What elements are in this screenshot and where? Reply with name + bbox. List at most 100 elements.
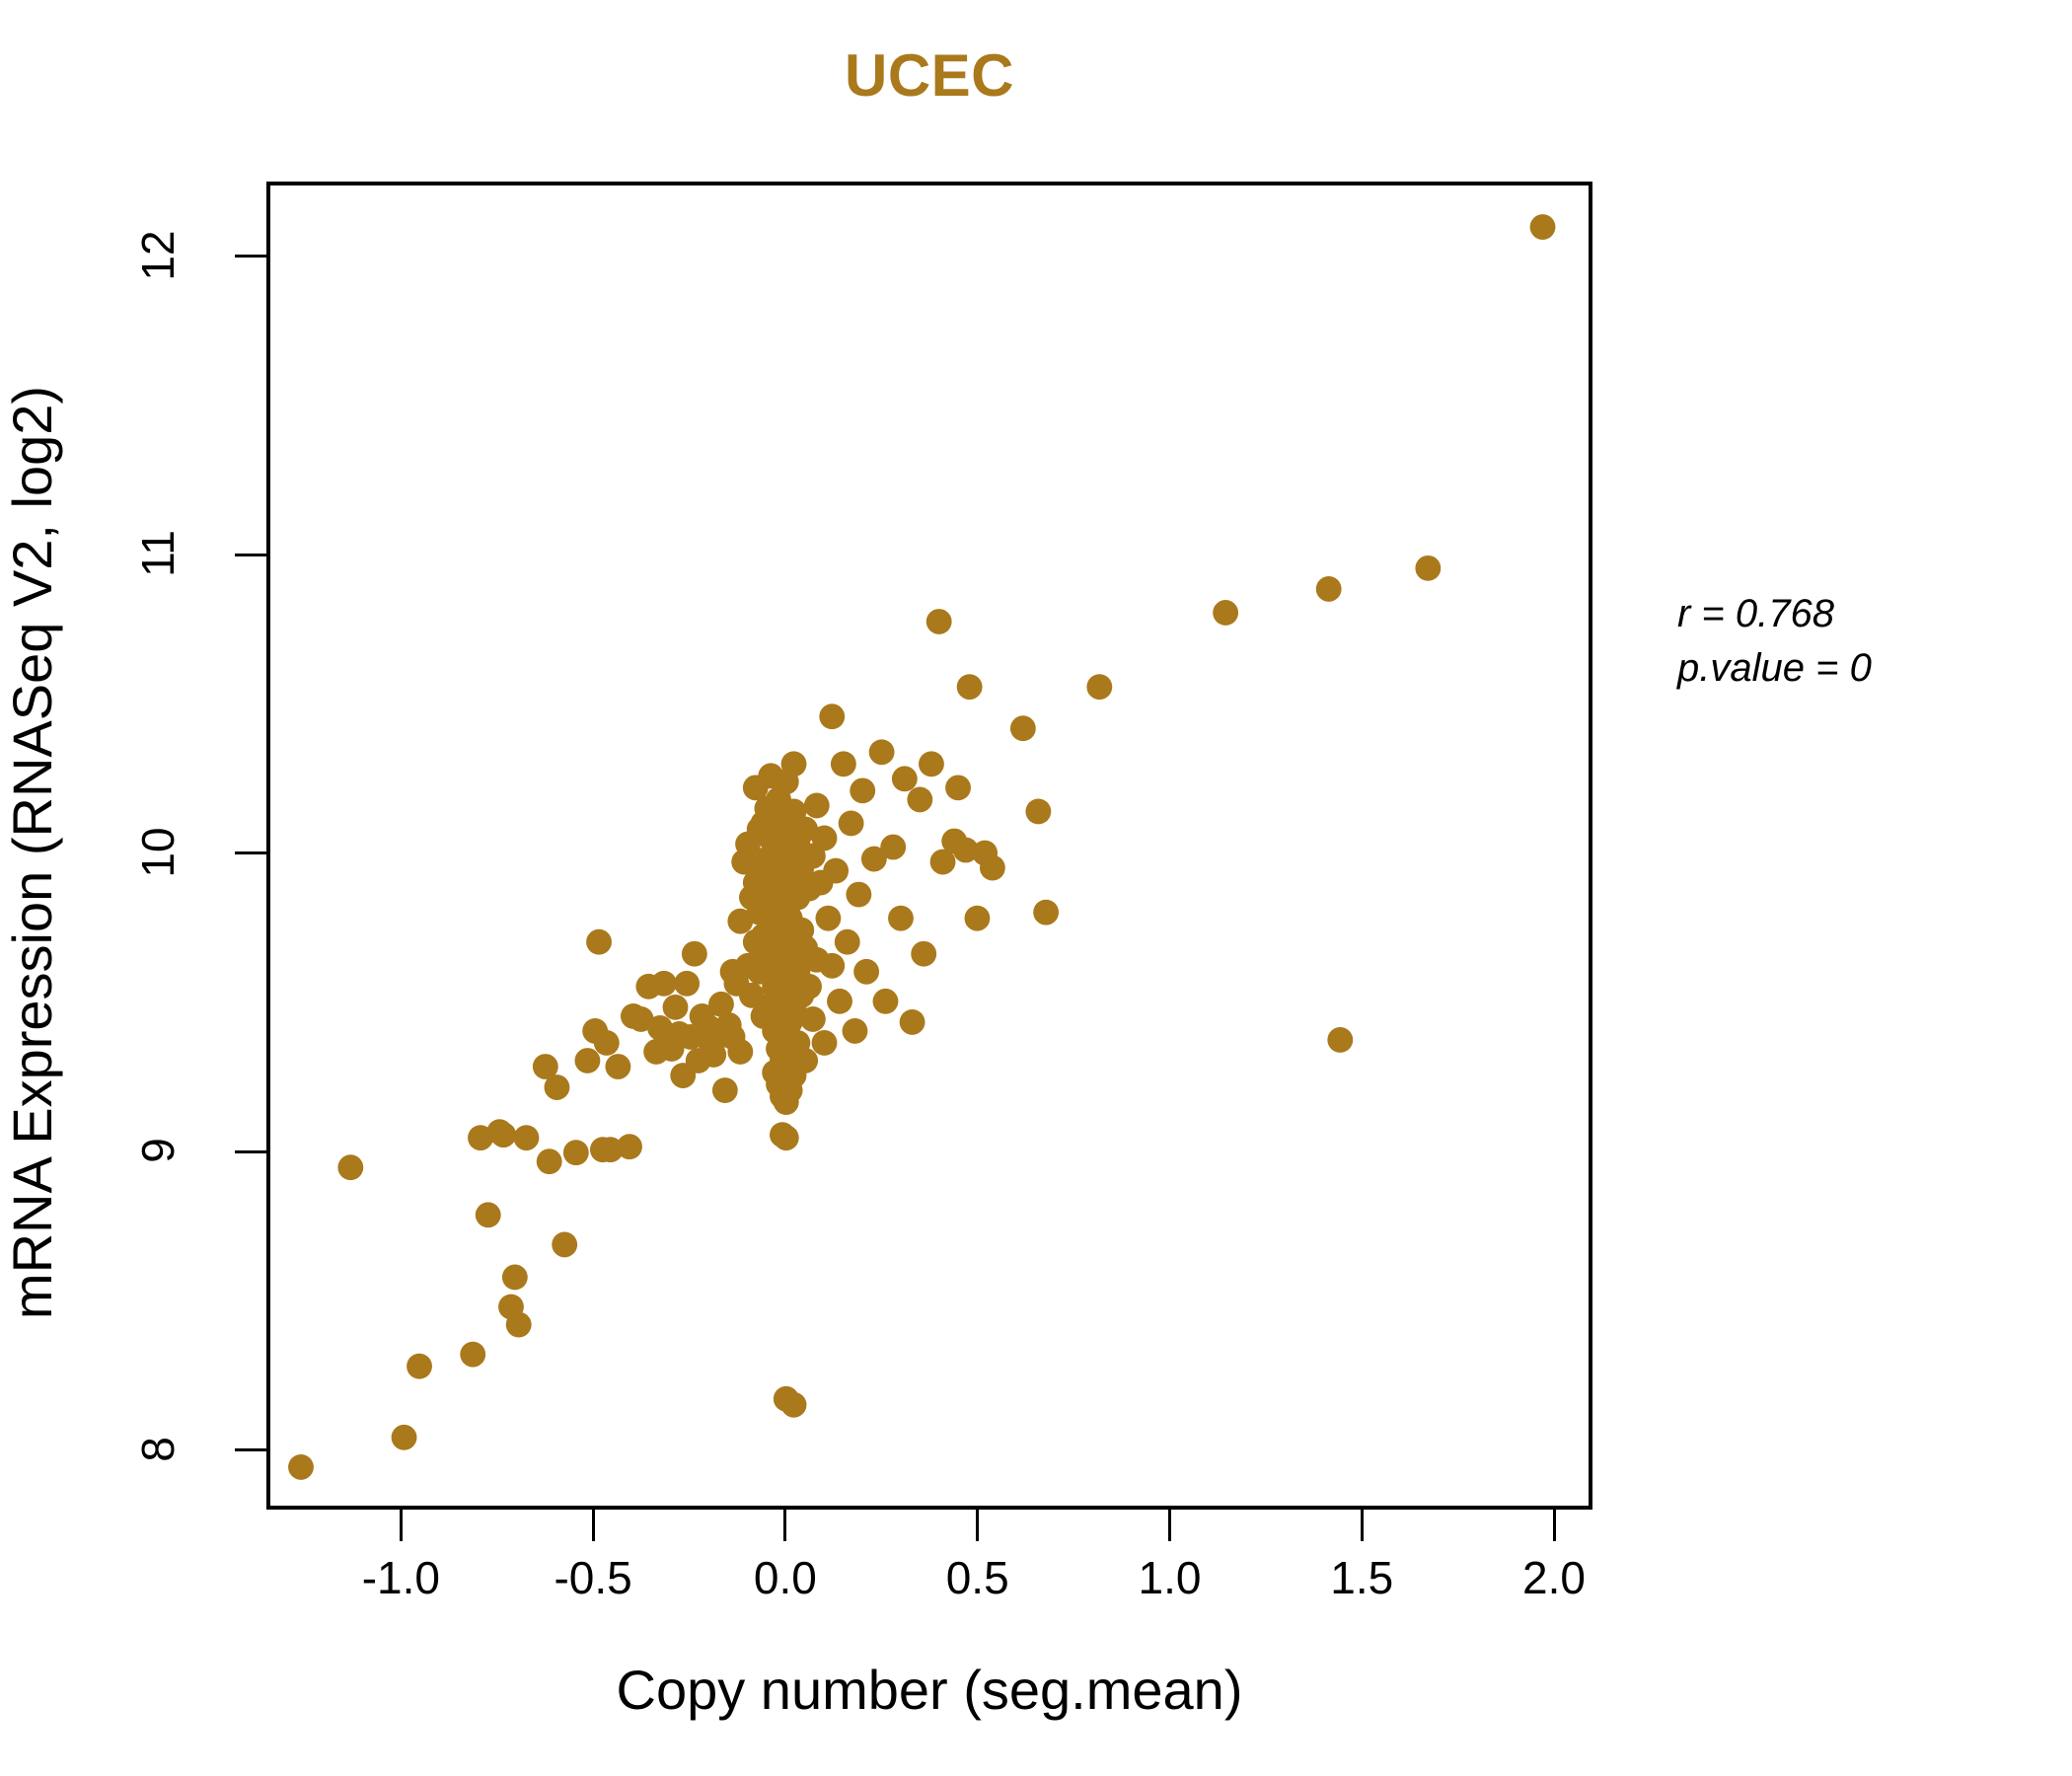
data-point xyxy=(823,857,850,884)
x-tick-mark xyxy=(399,1510,403,1541)
data-point xyxy=(662,994,689,1020)
data-point xyxy=(796,973,822,999)
data-point xyxy=(952,837,979,863)
y-tick-mark xyxy=(235,1149,266,1153)
correlation-annotation: r = 0.768 xyxy=(1677,592,1835,635)
data-point xyxy=(681,940,707,967)
data-point xyxy=(842,1017,868,1044)
y-tick-label: 10 xyxy=(132,826,184,878)
x-tick-label: 1.0 xyxy=(1138,1552,1202,1603)
x-tick-mark xyxy=(783,1510,787,1541)
data-point xyxy=(544,1074,570,1100)
data-point xyxy=(819,952,846,979)
data-point xyxy=(1009,715,1036,742)
data-point xyxy=(780,751,807,777)
data-point xyxy=(925,609,952,634)
x-tick-label: 2.0 xyxy=(1522,1552,1586,1603)
data-point xyxy=(834,928,860,955)
data-point xyxy=(574,1048,601,1073)
data-point xyxy=(562,1140,589,1166)
data-point xyxy=(674,970,701,997)
page-title: UCEC xyxy=(844,42,1014,109)
data-point xyxy=(945,775,971,801)
data-point xyxy=(1327,1027,1354,1053)
data-point xyxy=(819,703,846,730)
data-point xyxy=(1213,600,1239,626)
data-point xyxy=(391,1424,417,1450)
data-point xyxy=(460,1341,486,1368)
x-tick-mark xyxy=(976,1510,980,1541)
data-point xyxy=(727,1039,754,1065)
x-tick-mark xyxy=(1360,1510,1364,1541)
data-point xyxy=(792,816,819,843)
data-point xyxy=(593,1030,620,1056)
data-point xyxy=(919,751,944,777)
y-tick-label: 9 xyxy=(132,1138,184,1163)
y-tick-mark xyxy=(235,553,266,556)
x-tick-label: 1.5 xyxy=(1330,1552,1394,1603)
data-point xyxy=(536,1148,562,1175)
data-point xyxy=(792,1048,819,1073)
data-point xyxy=(628,1005,654,1032)
data-point xyxy=(407,1353,432,1379)
data-point xyxy=(617,1134,642,1160)
data-point xyxy=(860,846,887,872)
data-point xyxy=(899,1008,925,1035)
data-point xyxy=(811,825,838,851)
x-tick-label: -1.0 xyxy=(361,1552,440,1603)
data-point xyxy=(799,1005,826,1032)
pvalue-annotation: p.value = 0 xyxy=(1677,646,1872,690)
data-point xyxy=(1529,214,1556,241)
data-point xyxy=(1086,674,1113,701)
x-tick-label: 0.0 xyxy=(753,1552,817,1603)
data-point xyxy=(727,908,754,934)
data-point xyxy=(337,1154,364,1181)
x-tick-mark xyxy=(1167,1510,1171,1541)
data-point xyxy=(501,1264,528,1291)
data-point xyxy=(532,1054,558,1079)
y-tick-label: 11 xyxy=(132,530,184,577)
data-point xyxy=(964,905,991,931)
data-point xyxy=(956,674,983,701)
data-point xyxy=(929,849,956,875)
data-point xyxy=(1033,899,1060,925)
y-axis-title: mRNA Expression (RNASeq V2, log2) xyxy=(1,385,63,1320)
data-point xyxy=(711,1077,738,1103)
data-point xyxy=(780,1391,807,1418)
data-point xyxy=(773,1125,799,1151)
data-point xyxy=(907,786,933,813)
data-point xyxy=(853,958,880,985)
data-point xyxy=(1415,555,1442,581)
data-point xyxy=(288,1453,314,1480)
data-point xyxy=(803,792,830,819)
data-point xyxy=(597,1137,624,1163)
data-point xyxy=(513,1125,540,1151)
x-tick-label: 0.5 xyxy=(945,1552,1009,1603)
data-point xyxy=(811,1030,838,1056)
y-tick-mark xyxy=(235,255,266,259)
data-point xyxy=(911,940,937,967)
data-point xyxy=(605,1054,631,1079)
data-point xyxy=(827,988,852,1014)
y-tick-label: 12 xyxy=(132,230,184,281)
x-tick-label: -0.5 xyxy=(554,1552,632,1603)
y-tick-mark xyxy=(235,1448,266,1451)
y-tick-label: 8 xyxy=(132,1436,184,1462)
data-point xyxy=(888,905,914,931)
x-tick-mark xyxy=(591,1510,595,1541)
data-point xyxy=(815,905,842,931)
data-point xyxy=(846,881,872,908)
data-point xyxy=(979,854,1005,881)
data-point xyxy=(586,928,612,955)
data-point xyxy=(1315,575,1342,602)
data-point xyxy=(872,988,899,1014)
x-axis-title: Copy number (seg.mean) xyxy=(616,1659,1243,1721)
scatter-points-layer xyxy=(288,214,1556,1480)
data-point xyxy=(1025,798,1052,825)
data-point xyxy=(838,810,864,837)
data-point xyxy=(650,970,677,997)
x-tick-mark xyxy=(1552,1510,1556,1541)
data-point xyxy=(552,1231,578,1258)
data-point xyxy=(850,777,876,804)
